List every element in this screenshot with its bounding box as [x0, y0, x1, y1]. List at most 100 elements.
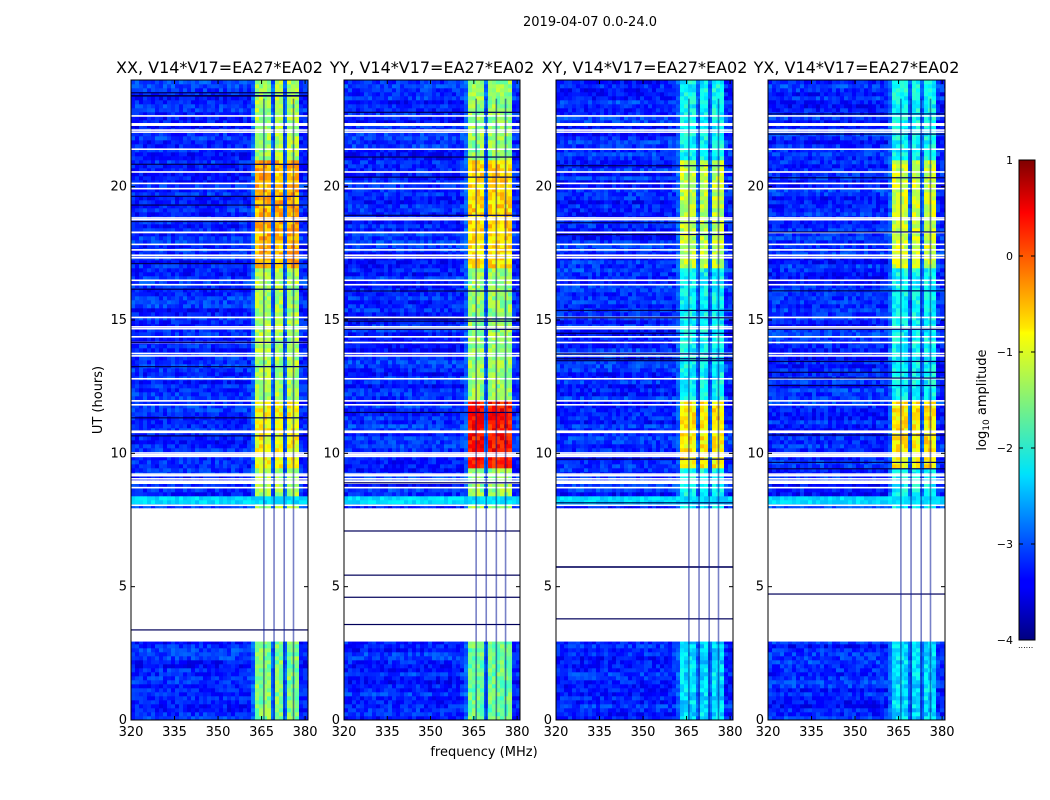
- heat-cell: [195, 692, 199, 696]
- heat-cell: [243, 648, 247, 652]
- heat-cell: [199, 656, 203, 660]
- heat-cell: [151, 676, 155, 680]
- heat-cell: [255, 656, 259, 660]
- heat-cell: [227, 708, 231, 712]
- heat-cell: [187, 644, 191, 648]
- heat-cell: [147, 652, 151, 656]
- heat-cell: [223, 652, 227, 656]
- heat-cell: [203, 700, 207, 704]
- heat-cell: [159, 700, 163, 704]
- heat-cell: [255, 492, 259, 496]
- heat-cell: [135, 500, 139, 504]
- heat-cell: [203, 704, 207, 708]
- heat-cell: [171, 488, 175, 492]
- heat-cell: [151, 668, 155, 672]
- heat-cell: [259, 656, 263, 660]
- heat-cell: [199, 688, 203, 692]
- heat-cell: [171, 704, 175, 708]
- heat-cell: [211, 704, 215, 708]
- heat-cell: [255, 496, 259, 500]
- heat-cell: [299, 708, 303, 712]
- heat-cell: [159, 708, 163, 712]
- heat-cell: [267, 672, 271, 676]
- heat-cell: [167, 660, 171, 664]
- heat-cell: [143, 492, 147, 496]
- heat-cell: [279, 692, 283, 696]
- heat-cell: [219, 652, 223, 656]
- heat-cell: [211, 680, 215, 684]
- heat-cell: [203, 496, 207, 500]
- heat-cell: [131, 704, 135, 708]
- heat-cell: [219, 496, 223, 500]
- heat-cell: [139, 696, 143, 700]
- heat-cell: [151, 704, 155, 708]
- heat-cell: [211, 656, 215, 660]
- heat-cell: [175, 668, 179, 672]
- heat-cell: [267, 688, 271, 692]
- heat-cell: [195, 492, 199, 496]
- heat-cell: [175, 696, 179, 700]
- heat-cell: [183, 708, 187, 712]
- heat-cell: [155, 684, 159, 688]
- heat-cell: [175, 704, 179, 708]
- heat-cell: [143, 676, 147, 680]
- heat-cell: [255, 684, 259, 688]
- heat-cell: [131, 712, 135, 716]
- heat-cell: [191, 688, 195, 692]
- heat-cell: [131, 488, 135, 492]
- heat-cell: [295, 700, 299, 704]
- heat-cell: [275, 680, 279, 684]
- heat-cell: [247, 496, 251, 500]
- heat-cell: [179, 704, 183, 708]
- heat-cell: [299, 680, 303, 684]
- heat-cell: [255, 692, 259, 696]
- heat-cell: [303, 672, 307, 676]
- heat-cell: [171, 712, 175, 716]
- heat-cell: [187, 676, 191, 680]
- heat-cell: [295, 696, 299, 700]
- heat-cell: [227, 492, 231, 496]
- heat-cell: [299, 488, 303, 492]
- heat-cell: [207, 488, 211, 492]
- heat-cell: [275, 712, 279, 716]
- heat-cell: [247, 680, 251, 684]
- heat-cell: [155, 664, 159, 668]
- heat-cell: [223, 700, 227, 704]
- heat-cell: [279, 708, 283, 712]
- heat-cell: [171, 672, 175, 676]
- heat-cell: [231, 652, 235, 656]
- heat-cell: [275, 708, 279, 712]
- heat-cell: [267, 500, 271, 504]
- heat-cell: [191, 652, 195, 656]
- heat-cell: [219, 672, 223, 676]
- heat-cell: [151, 644, 155, 648]
- heat-cell: [187, 664, 191, 668]
- heat-cell: [299, 656, 303, 660]
- heat-cell: [147, 488, 151, 492]
- heat-cell: [203, 680, 207, 684]
- heat-cell: [163, 492, 167, 496]
- heat-cell: [219, 660, 223, 664]
- heat-cell: [187, 660, 191, 664]
- heat-cell: [243, 668, 247, 672]
- heat-cell: [259, 648, 263, 652]
- heat-cell: [295, 712, 299, 716]
- heat-cell: [163, 656, 167, 660]
- heat-cell: [215, 700, 219, 704]
- heat-cell: [147, 692, 151, 696]
- heat-cell: [179, 696, 183, 700]
- heat-cell: [175, 660, 179, 664]
- heat-cell: [227, 660, 231, 664]
- heat-cell: [159, 684, 163, 688]
- heat-cell: [267, 684, 271, 688]
- heat-cell: [227, 684, 231, 688]
- heat-cell: [147, 660, 151, 664]
- heat-cell: [227, 688, 231, 692]
- heat-cell: [131, 652, 135, 656]
- heat-cell: [255, 700, 259, 704]
- heat-cell: [275, 688, 279, 692]
- heat-cell: [267, 664, 271, 668]
- heat-cell: [219, 668, 223, 672]
- heat-cell: [279, 664, 283, 668]
- heat-cell: [203, 708, 207, 712]
